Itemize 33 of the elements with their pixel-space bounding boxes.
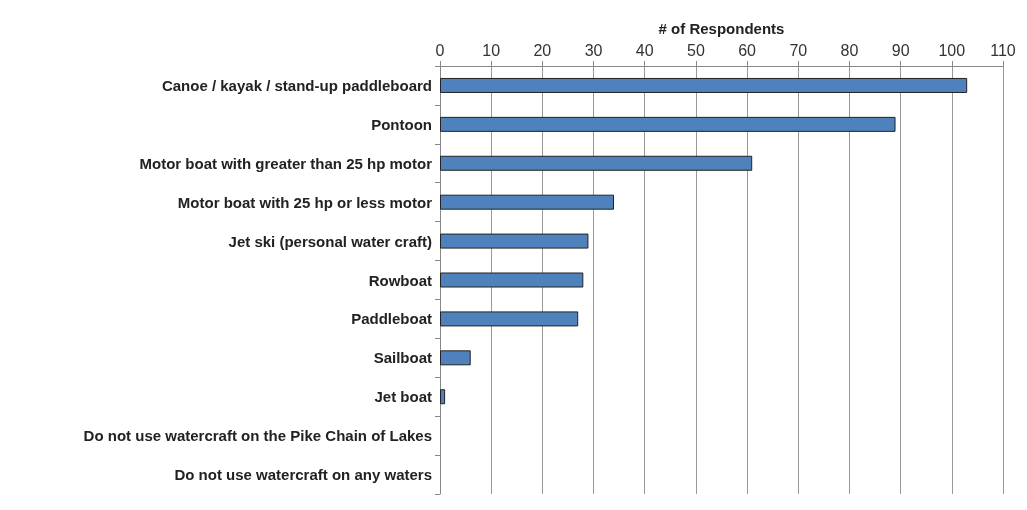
bar [440,350,471,366]
y-tick-label: Motor boat with 25 hp or less motor [177,193,433,211]
x-tick-label: 80 [840,41,859,59]
bar [440,389,446,405]
y-tick-label: Jet ski (personal water craft) [228,232,432,250]
x-tick-label: 30 [584,41,603,59]
x-tick-label: 20 [533,41,552,59]
x-tick-label: 40 [635,41,654,59]
x-tick-label: 10 [482,41,501,59]
bar [440,233,589,249]
x-tick-label: 60 [738,41,757,59]
y-tick-label: Sailboat [373,349,432,367]
x-axis-title: # of Respondents [658,20,785,37]
y-tick-label: Motor boat with greater than 25 hp motor [139,154,433,172]
bar [440,311,579,327]
y-tick-label: Do not use watercraft on any waters [174,466,432,484]
x-tick-label: 70 [789,41,808,59]
x-tick-label: 0 [435,41,445,59]
bar [440,77,968,93]
x-tick-label: 50 [687,41,705,59]
bar [440,194,615,210]
x-tick-label: 100 [938,41,966,59]
y-tick-label: Canoe / kayak / stand-up paddleboard [161,76,432,94]
x-tick-label: 110 [990,41,1016,59]
bar [440,272,584,288]
x-tick-label: 90 [891,41,910,59]
y-tick-label: Paddleboat [351,310,432,328]
y-tick-label: Jet boat [374,388,432,406]
y-tick-label: Do not use watercraft on the Pike Chain of Lakes [83,427,432,445]
y-tick-label: Pontoon [371,115,432,133]
bar [440,116,896,132]
bar [440,155,753,171]
y-tick-label: Rowboat [368,271,432,289]
